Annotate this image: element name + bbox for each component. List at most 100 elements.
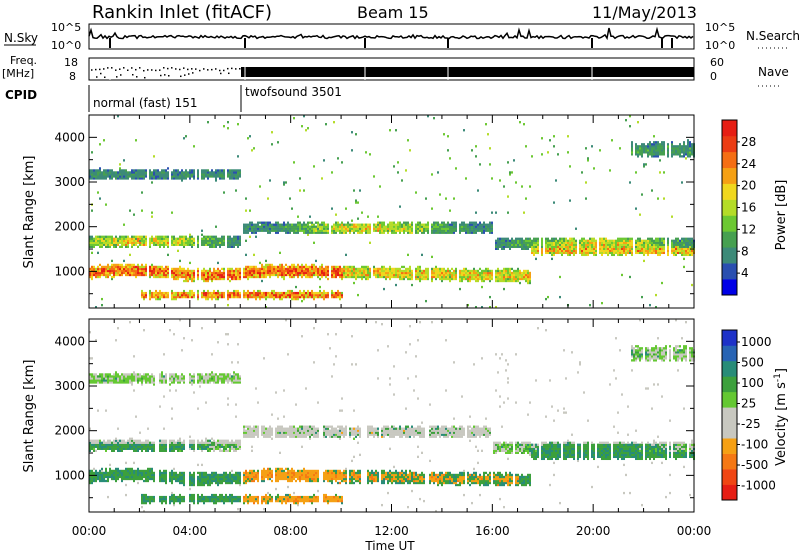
heat-cell bbox=[207, 121, 209, 124]
heat-cell bbox=[629, 125, 631, 128]
heat-cell bbox=[171, 275, 173, 279]
heat-cell bbox=[149, 293, 151, 297]
heat-cell bbox=[145, 273, 147, 277]
heat-cell bbox=[127, 263, 129, 267]
heat-cell bbox=[635, 145, 637, 148]
heat-cell bbox=[627, 241, 629, 244]
nave-dot bbox=[168, 75, 170, 77]
heat-cell bbox=[133, 173, 135, 176]
heat-cell bbox=[209, 173, 211, 176]
heat-cell bbox=[149, 239, 151, 242]
heat-cell bbox=[675, 149, 677, 152]
heat-cell bbox=[167, 177, 169, 180]
heat-cell bbox=[163, 239, 165, 242]
heat-cell bbox=[301, 271, 303, 275]
heat-cell bbox=[355, 277, 357, 281]
heat-cell bbox=[615, 245, 617, 248]
heat-cell bbox=[177, 249, 179, 253]
heat-cell bbox=[161, 471, 163, 475]
heat-cell bbox=[153, 471, 155, 475]
heat-cell bbox=[227, 235, 229, 238]
heat-cell bbox=[389, 271, 391, 275]
heat-cell bbox=[287, 295, 289, 299]
heat-cell bbox=[121, 375, 123, 378]
heat-cell bbox=[361, 229, 363, 232]
heat-cell bbox=[141, 379, 143, 382]
heat-cell bbox=[159, 289, 161, 293]
heat-cell bbox=[163, 245, 165, 248]
heat-cell bbox=[89, 475, 91, 479]
heat-cell bbox=[431, 271, 433, 275]
heat-cell bbox=[391, 231, 393, 234]
heat-cell bbox=[385, 269, 387, 273]
freq-dot bbox=[115, 69, 117, 71]
heat-cell bbox=[287, 273, 289, 277]
heat-cell bbox=[599, 239, 601, 242]
heat-cell bbox=[327, 227, 329, 230]
heat-cell bbox=[309, 215, 311, 218]
heat-cell bbox=[687, 249, 689, 253]
heat-cell bbox=[255, 267, 257, 271]
heat-cell bbox=[409, 149, 411, 152]
heat-cell bbox=[227, 121, 229, 124]
heat-cell bbox=[259, 293, 261, 297]
heat-cell bbox=[123, 243, 125, 246]
heat-cell bbox=[679, 249, 681, 253]
heat-cell bbox=[121, 265, 123, 269]
heat-cell bbox=[499, 245, 501, 248]
heat-cell bbox=[485, 225, 487, 228]
heat-cell bbox=[175, 271, 177, 275]
heat-cell bbox=[631, 247, 633, 250]
heat-cell bbox=[99, 243, 101, 246]
heat-cell bbox=[309, 221, 311, 224]
heat-cell bbox=[107, 275, 109, 279]
heat-cell bbox=[175, 377, 177, 380]
heat-cell bbox=[207, 277, 209, 281]
heat-cell bbox=[391, 221, 393, 224]
heat-cell bbox=[683, 243, 685, 246]
heat-cell bbox=[89, 445, 91, 448]
heat-cell bbox=[265, 291, 267, 295]
heat-cell bbox=[133, 169, 135, 172]
heat-cell bbox=[179, 293, 181, 297]
heat-cell bbox=[553, 241, 555, 244]
heat-cell bbox=[117, 327, 119, 330]
heat-cell bbox=[301, 275, 303, 279]
heat-cell bbox=[123, 173, 125, 176]
heat-cell bbox=[265, 223, 267, 226]
heat-cell bbox=[217, 271, 219, 275]
heat-cell bbox=[489, 279, 491, 283]
heat-cell bbox=[389, 269, 391, 273]
heat-cell bbox=[177, 495, 179, 499]
heat-cell bbox=[341, 223, 343, 226]
heat-cell bbox=[95, 243, 97, 246]
heat-cell bbox=[257, 267, 259, 271]
heat-cell bbox=[365, 275, 367, 279]
heat-cell bbox=[145, 269, 147, 273]
heat-cell bbox=[317, 227, 319, 230]
heat-cell bbox=[107, 373, 109, 376]
heat-cell bbox=[301, 295, 303, 299]
heat-cell bbox=[269, 225, 271, 228]
heat-cell bbox=[631, 253, 633, 257]
heat-cell bbox=[407, 221, 409, 224]
heat-cell bbox=[281, 295, 283, 299]
heat-cell bbox=[345, 267, 347, 271]
heat-cell bbox=[173, 297, 175, 301]
heat-cell bbox=[399, 223, 401, 226]
heat-cell bbox=[91, 241, 93, 244]
heat-cell bbox=[469, 279, 471, 283]
heat-cell bbox=[231, 241, 233, 244]
heat-cell bbox=[97, 251, 99, 255]
heat-cell bbox=[565, 243, 567, 246]
heat-cell bbox=[401, 229, 403, 232]
heat-cell bbox=[173, 273, 175, 277]
heat-cell bbox=[673, 243, 675, 246]
heat-cell bbox=[337, 221, 339, 224]
heat-cell bbox=[397, 227, 399, 230]
heat-cell bbox=[191, 295, 193, 299]
heat-cell bbox=[231, 237, 233, 240]
heat-cell bbox=[681, 155, 683, 158]
heat-cell bbox=[683, 241, 685, 244]
heat-cell bbox=[431, 173, 433, 176]
